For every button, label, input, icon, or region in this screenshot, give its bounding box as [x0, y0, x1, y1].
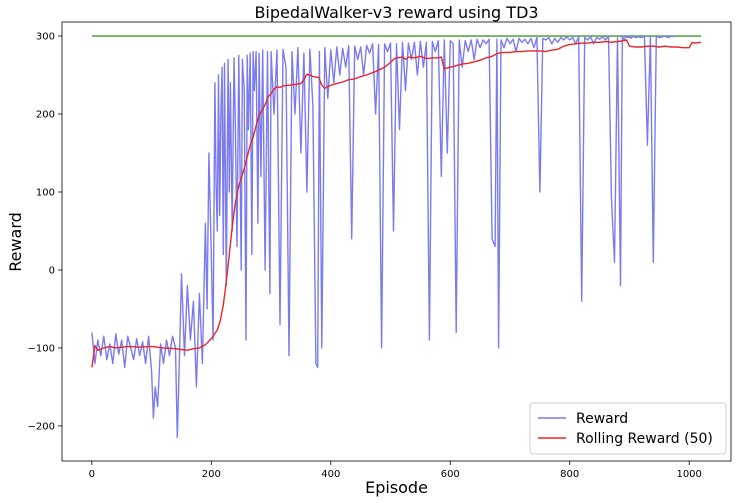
axis-ticks: 0 200 400 600 800 1000 −200 −100 0 100 200 300 — [28, 32, 702, 480]
reward-series-line — [91, 35, 675, 439]
rolling-reward-series-line — [91, 39, 702, 368]
y-tick-label: −200 — [28, 421, 55, 432]
legend-box — [529, 402, 727, 455]
y-tick-label: 200 — [36, 110, 55, 121]
x-tick-label: 0 — [89, 469, 95, 480]
y-tick-label: 100 — [36, 187, 55, 198]
plot-lines — [91, 35, 702, 439]
y-tick-label: −100 — [28, 343, 55, 354]
legend: Reward Rolling Reward (50) — [529, 402, 727, 455]
x-tick-label: 600 — [441, 469, 460, 480]
legend-rolling-label: Rolling Reward (50) — [576, 431, 713, 447]
x-tick-label: 800 — [560, 469, 579, 480]
y-tick-label: 0 — [49, 265, 55, 276]
x-tick-label: 1000 — [676, 469, 701, 480]
x-tick-label: 400 — [321, 469, 340, 480]
legend-reward-label: Reward — [576, 411, 628, 427]
plot-area — [61, 21, 732, 462]
y-axis-label: Reward — [6, 212, 25, 272]
x-axis-label: Episode — [365, 478, 428, 497]
chart-title: BipedalWalker-v3 reward using TD3 — [254, 3, 538, 22]
y-tick-label: 300 — [36, 32, 55, 43]
x-tick-label: 200 — [202, 469, 221, 480]
